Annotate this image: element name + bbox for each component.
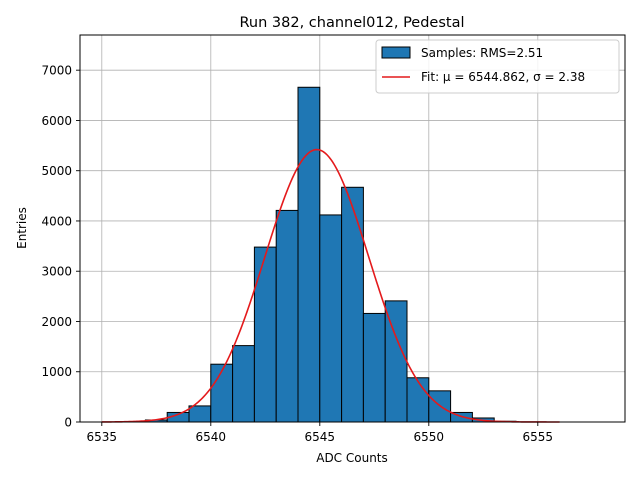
y-tick-label: 6000 bbox=[41, 114, 72, 128]
x-axis-label: ADC Counts bbox=[316, 451, 388, 465]
histogram-bars bbox=[144, 86, 517, 423]
y-axis-ticks: 0 1000 2000 3000 4000 5000 6000 7000 bbox=[41, 64, 80, 430]
histogram-bar bbox=[297, 86, 321, 423]
legend: Samples: RMS=2.51 Fit: μ = 6544.862, σ =… bbox=[375, 39, 620, 94]
plot-frame bbox=[79, 34, 626, 423]
y-tick-label: 4000 bbox=[41, 214, 72, 228]
y-tick-label: 7000 bbox=[41, 64, 72, 78]
x-tick-label: 6545 bbox=[305, 430, 336, 444]
x-tick-label: 6540 bbox=[196, 430, 227, 444]
histogram-bar bbox=[188, 405, 212, 423]
y-tick-label: 5000 bbox=[41, 164, 72, 178]
histogram-bar bbox=[232, 345, 255, 423]
histogram-bar bbox=[362, 312, 386, 423]
y-tick-label: 1000 bbox=[41, 365, 72, 379]
legend-fit-label: Fit: μ = 6544.862, σ = 2.38 bbox=[421, 70, 585, 84]
histogram-bar bbox=[275, 209, 299, 423]
histogram-bar bbox=[253, 246, 277, 423]
y-tick-label: 3000 bbox=[41, 265, 72, 279]
histogram-bar bbox=[341, 186, 364, 423]
y-tick-label: 2000 bbox=[41, 315, 72, 329]
x-tick-label: 6555 bbox=[523, 430, 554, 444]
x-axis-ticks: 6535 6540 6545 6550 6555 bbox=[87, 422, 554, 444]
chart-title: Run 382, channel012, Pedestal bbox=[239, 15, 464, 31]
histogram-bar bbox=[406, 377, 430, 423]
histogram-bar bbox=[210, 363, 234, 423]
legend-histogram-label: Samples: RMS=2.51 bbox=[421, 46, 543, 60]
gaussian-fit-line bbox=[101, 148, 560, 423]
x-tick-label: 6550 bbox=[414, 430, 445, 444]
legend-box bbox=[375, 39, 620, 94]
y-axis-label: Entries bbox=[15, 207, 29, 249]
y-tick-label: 0 bbox=[64, 416, 72, 430]
x-tick-label: 6535 bbox=[87, 430, 118, 444]
legend-histogram-swatch bbox=[381, 46, 411, 59]
histogram-bar bbox=[319, 214, 343, 423]
